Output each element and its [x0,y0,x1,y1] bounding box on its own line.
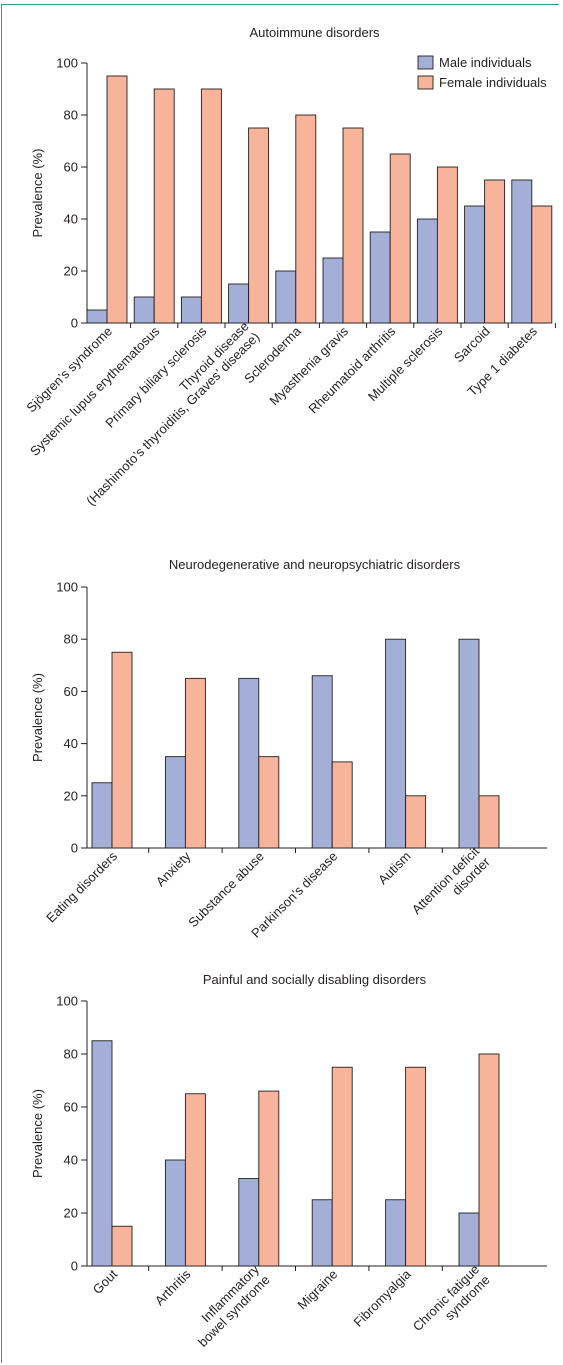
x-tick-label: Autism [375,849,414,888]
legend-swatch-female [417,75,434,90]
x-tick-label: Chronic fatiguesyndrome [410,1262,493,1345]
bar-female [436,166,458,324]
y-tick-label: 40 [64,1153,78,1168]
bar-male [238,677,260,849]
bar-male [228,283,250,324]
bar-female [106,75,128,324]
y-axis-label: Prevalence (%) [30,149,45,238]
bar-male [180,296,202,324]
bar-female [531,205,553,324]
bar-male [91,1040,113,1267]
x-tick-label: Arthritis [152,1266,194,1308]
bar-male [369,231,391,324]
bar-male [416,218,438,324]
x-tick-label: Inflammatorybowel syndrome [184,1261,272,1349]
bar-female [478,795,500,849]
x-tick-label: Sarcoid [451,324,493,366]
bar-male [311,675,333,849]
chart-panel-3: Painful and socially disabling disorders… [30,972,547,1350]
x-tick-label: Sjögren’s syndrome [23,324,115,416]
legend-label-male: Male individuals [439,55,532,70]
y-tick-label: 80 [64,632,78,647]
bar-female [200,88,222,324]
chart-panel-1: Autoimmune disorders Prevalence (%) 0 20 40 6… [23,25,556,508]
bar-female [248,127,270,324]
bar-male [385,1199,407,1267]
chart-panel-2: Neurodegenerative and neuropsychiatric d… [30,557,547,941]
legend: Male individuals Female individuals [417,55,547,90]
y-tick-label: 60 [64,684,78,699]
x-tick-label: Fibromyalgia [350,1266,414,1330]
bar-female [405,795,427,849]
bar-male [458,638,480,849]
bar-female [258,756,280,849]
bar-male [458,1212,480,1267]
y-tick-label: 100 [56,580,78,595]
y-tick-label: 0 [71,316,78,331]
bar-male [86,309,108,324]
y-tick-label: 20 [64,788,78,803]
bar-male [238,1178,260,1267]
bar-female [153,88,175,324]
y-tick-label: 100 [56,56,78,71]
bar-female [405,1066,427,1267]
bar-male [275,270,297,324]
bar-male [91,782,113,849]
bar-female [111,1225,133,1267]
y-axis-label: Prevalence (%) [30,673,45,762]
y-tick-label: 40 [64,736,78,751]
chart-title: Autoimmune disorders [249,25,380,40]
x-tick-label: Gout [90,1266,121,1297]
legend-swatch-male [417,55,434,70]
bar-female [342,127,364,324]
x-tick-label: Migraine [294,1267,340,1313]
y-tick-label: 100 [56,994,78,1009]
bar-female [478,1053,500,1267]
chart-title: Painful and socially disabling disorders [203,972,427,987]
bar-female [331,761,353,849]
bar-female [258,1090,280,1267]
y-tick-label: 40 [64,212,78,227]
bar-female [295,114,317,324]
bar-male [133,296,155,324]
bar-male [385,638,407,849]
y-tick-label: 0 [71,841,78,856]
y-tick-label: 80 [64,1047,78,1062]
x-tick-label: Rheumatoid arthritis [305,323,398,416]
bar-female [184,677,206,849]
bar-male [464,205,486,324]
bar-male [164,756,186,849]
x-tick-label: Substance abuse [185,849,267,931]
x-tick-label: Anxiety [153,848,194,889]
x-tick-label: Eating disorders [43,848,120,925]
legend-label-female: Female individuals [439,75,547,90]
y-tick-label: 60 [64,1100,78,1115]
bar-male [311,1199,333,1267]
bar-female [484,179,506,324]
figure-frame [1,4,559,1363]
bar-female [111,651,133,849]
bar-male [511,179,533,324]
bar-female [389,153,411,324]
x-tick-label: Attention deficitdisorder [409,843,494,928]
bar-male [322,257,344,324]
chart-title: Neurodegenerative and neuropsychiatric d… [169,557,461,572]
y-tick-label: 0 [71,1259,78,1274]
y-tick-label: 20 [64,264,78,279]
y-tick-label: 60 [64,160,78,175]
y-axis-label: Prevalence (%) [30,1089,45,1178]
y-tick-label: 20 [64,1206,78,1221]
bar-female [184,1093,206,1267]
y-tick-label: 80 [64,108,78,123]
bar-male [164,1159,186,1267]
bar-female [331,1066,353,1267]
x-tick-label: Myasthenia gravis [266,323,351,408]
